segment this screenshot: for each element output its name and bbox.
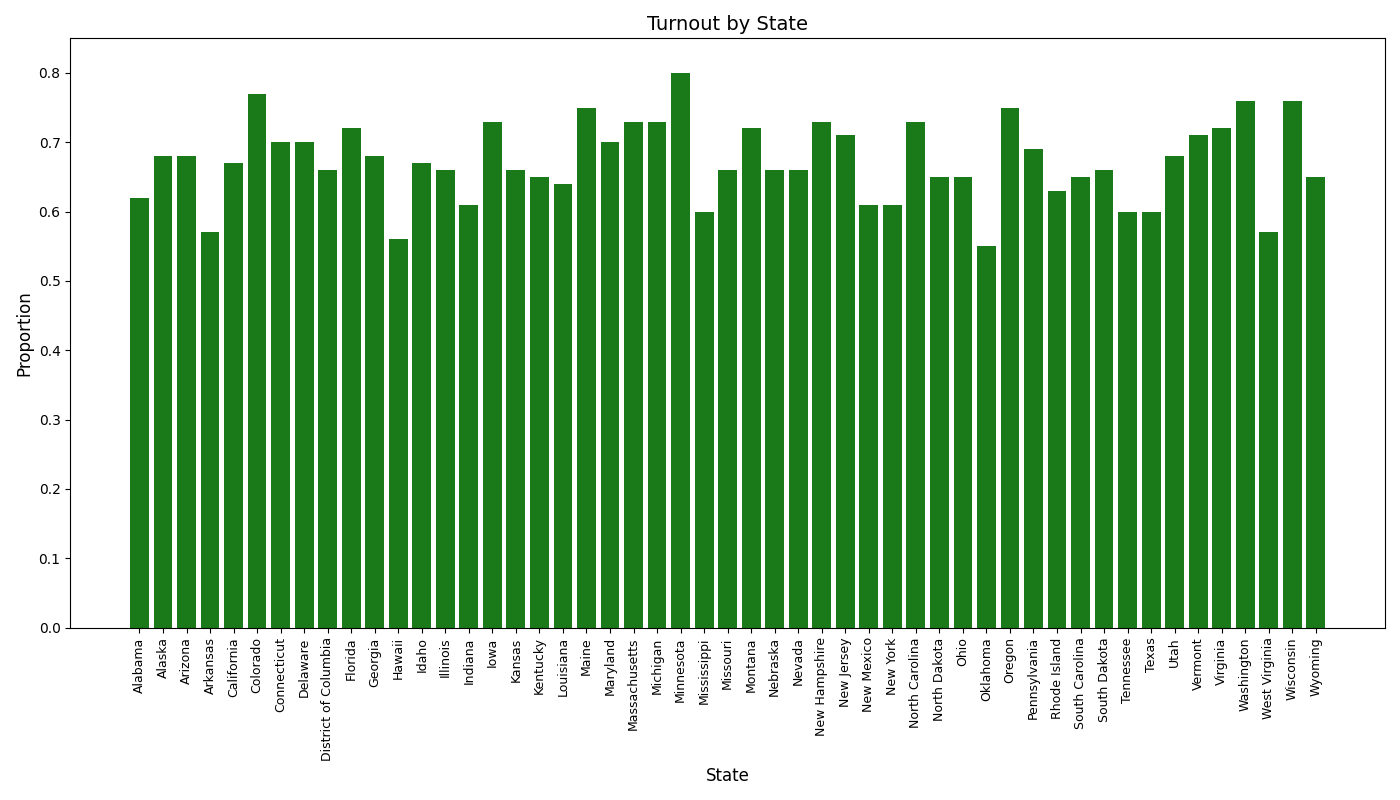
Bar	[342, 129, 361, 627]
Bar	[953, 177, 973, 627]
Bar	[788, 170, 808, 627]
Bar	[365, 156, 384, 627]
Bar	[577, 108, 596, 627]
Bar	[836, 135, 854, 627]
Bar	[1001, 108, 1019, 627]
Bar	[176, 156, 196, 627]
Bar	[1142, 212, 1161, 627]
Bar	[624, 122, 643, 627]
Bar	[1023, 150, 1043, 627]
Bar	[601, 142, 619, 627]
Bar	[766, 170, 784, 627]
Y-axis label: Proportion: Proportion	[15, 290, 34, 376]
Bar	[977, 246, 995, 627]
Bar	[459, 205, 479, 627]
Bar	[507, 170, 525, 627]
Bar	[883, 205, 902, 627]
Bar	[1306, 177, 1326, 627]
Bar	[1165, 156, 1184, 627]
Bar	[648, 122, 666, 627]
Bar	[553, 184, 573, 627]
Bar	[1095, 170, 1113, 627]
Bar	[483, 122, 501, 627]
Bar	[248, 94, 266, 627]
Bar	[435, 170, 455, 627]
Bar	[130, 198, 148, 627]
Bar	[930, 177, 949, 627]
Bar	[671, 73, 690, 627]
Bar	[1212, 129, 1231, 627]
Bar	[694, 212, 714, 627]
Bar	[906, 122, 925, 627]
Bar	[389, 239, 407, 627]
Bar	[1236, 101, 1254, 627]
Bar	[200, 233, 220, 627]
Bar	[224, 163, 244, 627]
Bar	[742, 129, 760, 627]
Bar	[1282, 101, 1302, 627]
Bar	[1047, 191, 1067, 627]
Bar	[1071, 177, 1091, 627]
Bar	[1119, 212, 1137, 627]
Bar	[812, 122, 832, 627]
Bar	[860, 205, 878, 627]
Bar	[1260, 233, 1278, 627]
Bar	[295, 142, 314, 627]
Bar	[718, 170, 736, 627]
X-axis label: State: State	[706, 767, 749, 785]
Bar	[154, 156, 172, 627]
Bar	[531, 177, 549, 627]
Title: Turnout by State: Turnout by State	[647, 15, 808, 34]
Bar	[272, 142, 290, 627]
Bar	[413, 163, 431, 627]
Bar	[1189, 135, 1208, 627]
Bar	[318, 170, 337, 627]
